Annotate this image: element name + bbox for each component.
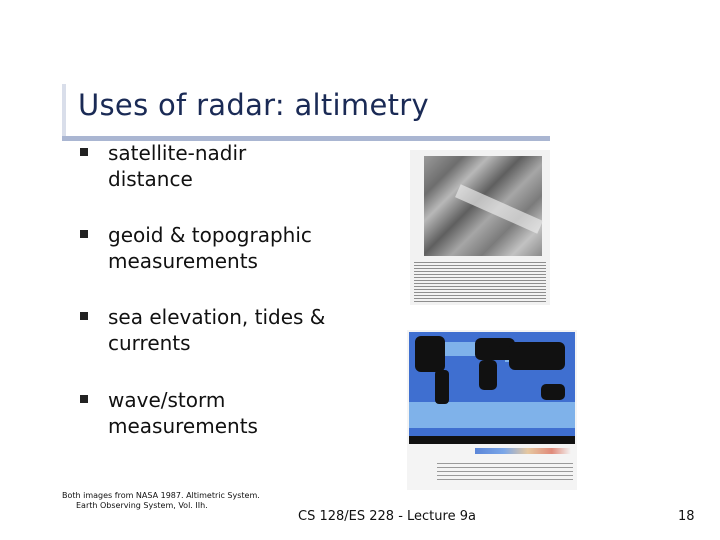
slide-title: Uses of radar: altimetry [78, 88, 429, 122]
bullet-text-line: measurements [108, 249, 258, 273]
source-line: Both images from NASA 1987. Altimetric S… [62, 491, 260, 500]
ridge-feature [455, 184, 543, 234]
bullet-text-line: sea elevation, tides & [108, 305, 326, 329]
square-bullet-icon [80, 395, 88, 403]
title-rule [62, 136, 550, 141]
figure-caption-text [414, 260, 546, 302]
square-bullet-icon [80, 148, 88, 156]
world-map-image [409, 332, 575, 444]
title-rule-left [62, 84, 66, 141]
square-bullet-icon [80, 230, 88, 238]
bullet-text-line: currents [108, 331, 191, 355]
bullet-text-line: satellite-nadir [108, 141, 247, 165]
seafloor-relief-image [424, 156, 543, 256]
page-number: 18 [678, 509, 695, 524]
bullet-text-line: geoid & topographic [108, 223, 312, 247]
image-source-note: Both images from NASA 1987. Altimetric S… [62, 491, 260, 511]
sea-height-map-figure [407, 330, 577, 490]
slide-footer: CS 128/ES 228 - Lecture 9a [298, 509, 476, 524]
square-bullet-icon [80, 312, 88, 320]
topography-figure [410, 150, 550, 305]
figure-caption-text [437, 460, 573, 480]
bullet-text-line: wave/storm [108, 388, 226, 412]
color-scale-bar [475, 448, 571, 454]
source-line: Earth Observing System, Vol. IIh. [76, 501, 208, 510]
bullet-text-line: distance [108, 167, 193, 191]
bullet-text-line: measurements [108, 414, 258, 438]
